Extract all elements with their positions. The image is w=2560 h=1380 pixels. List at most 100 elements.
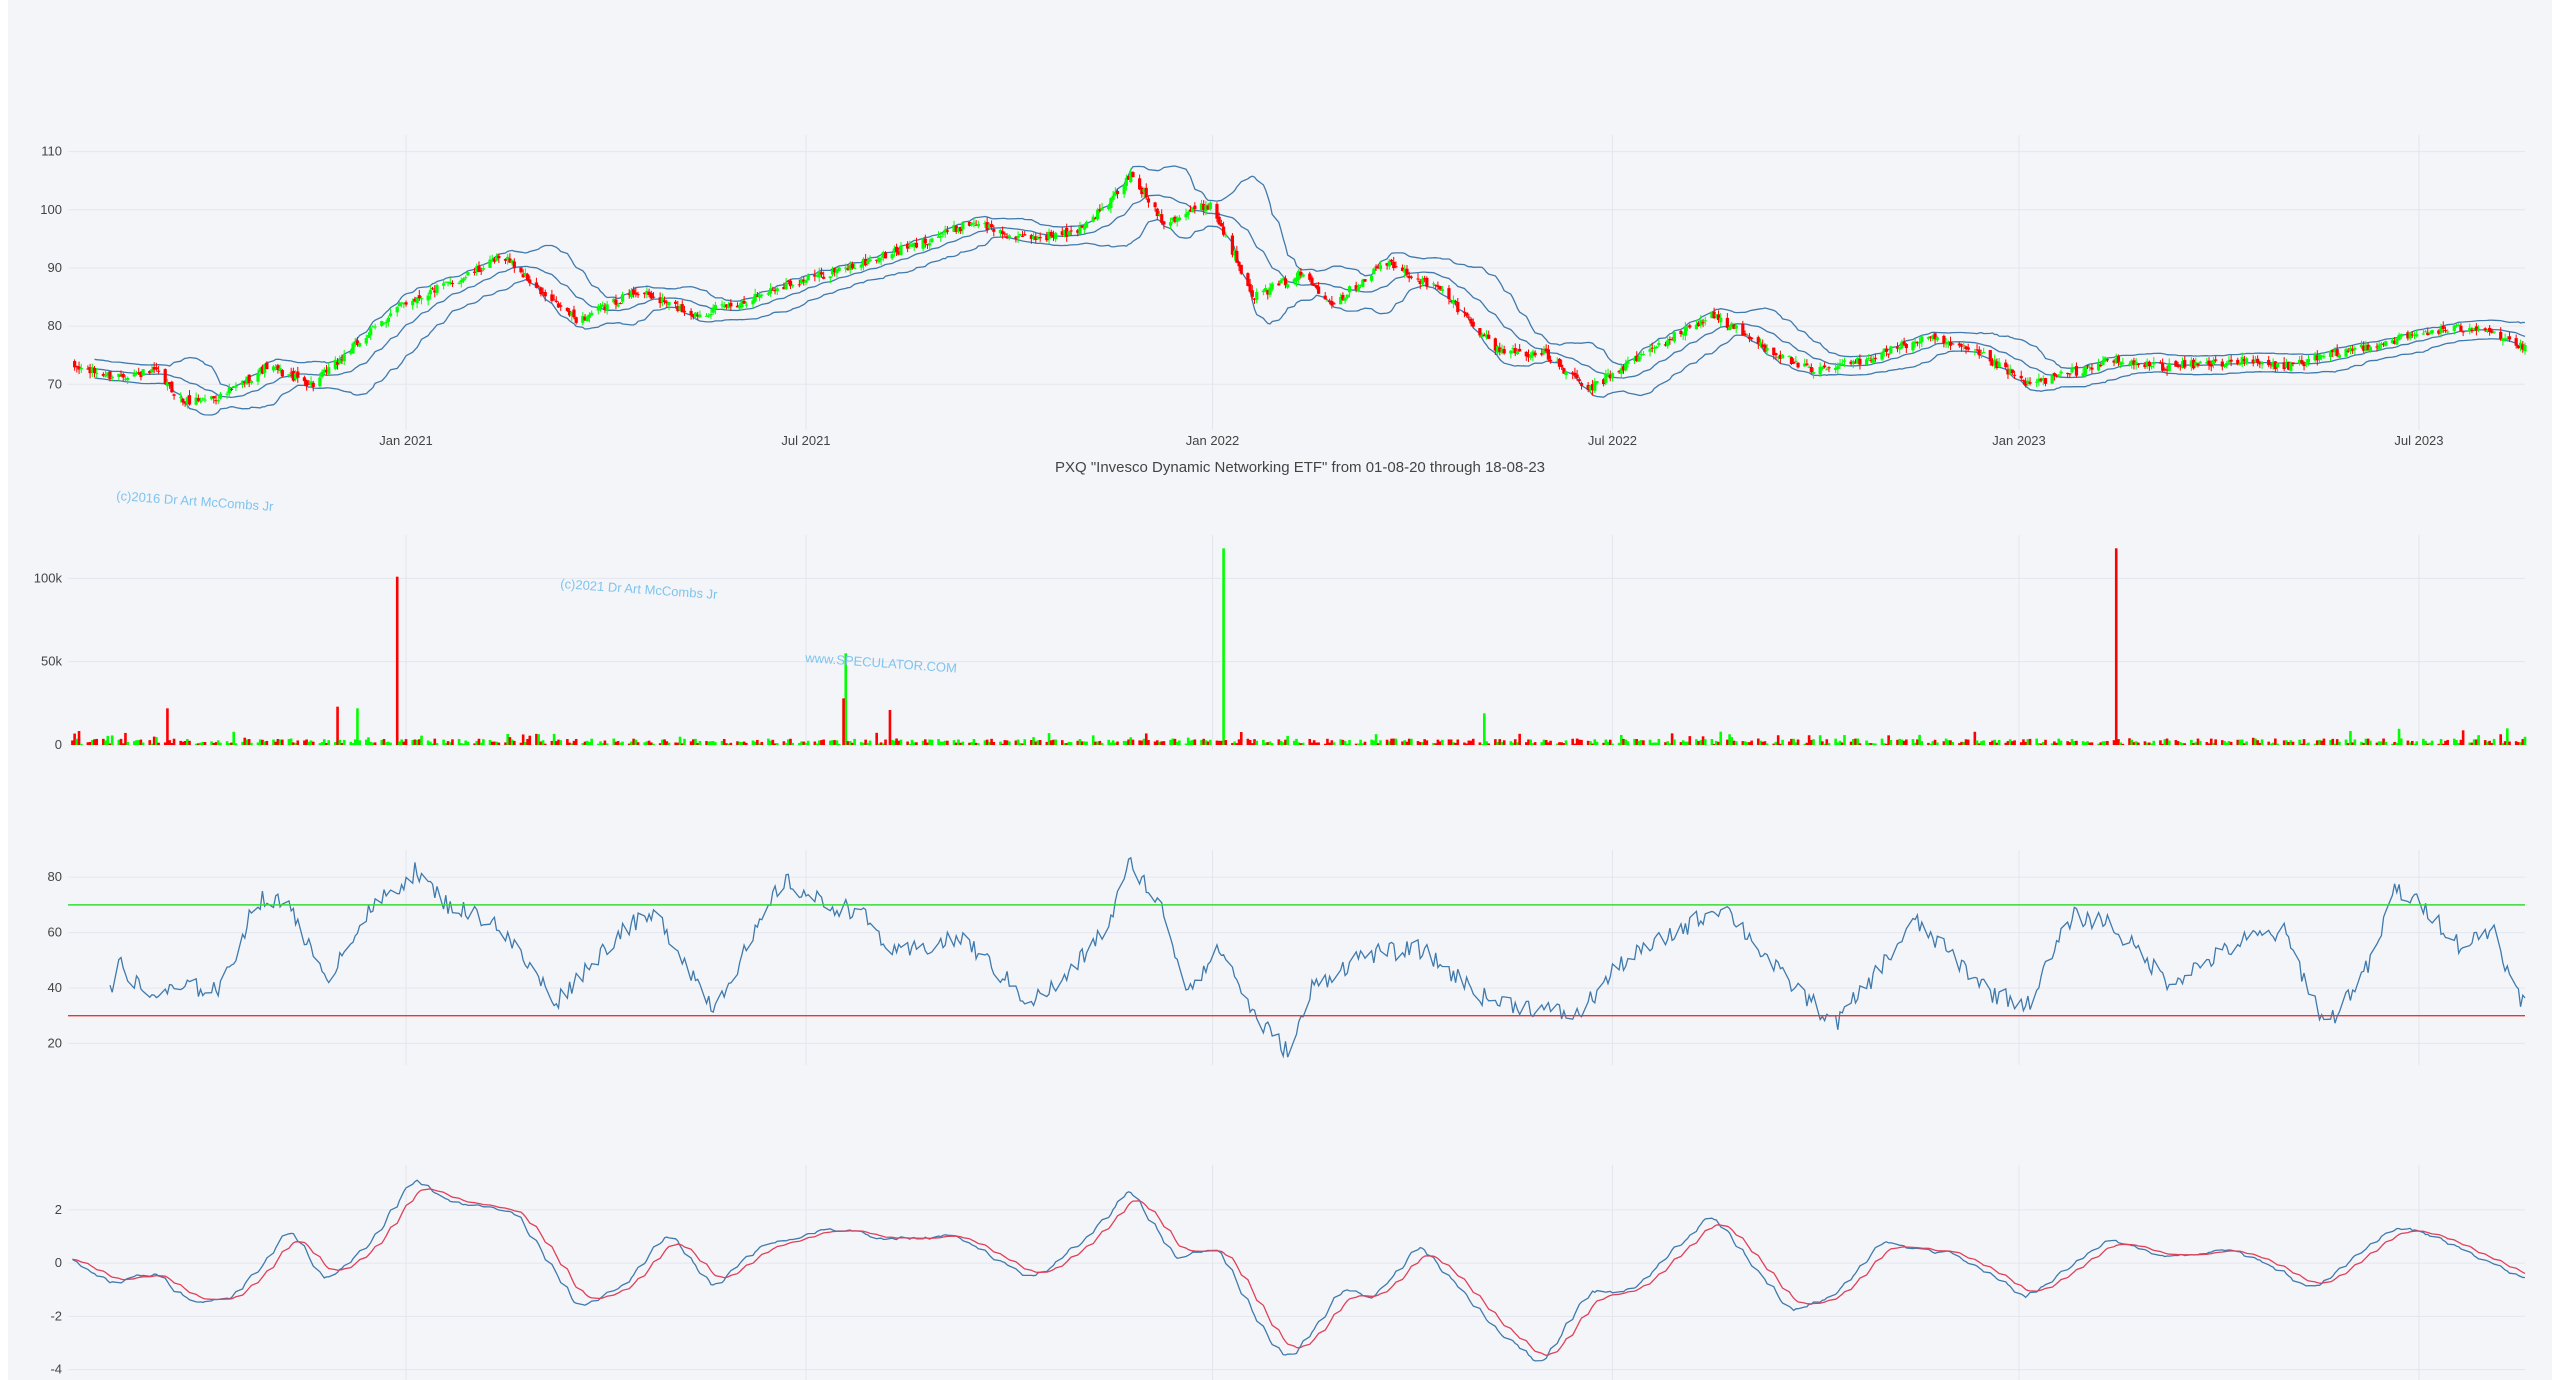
volume-bar xyxy=(88,741,92,745)
volume-bar xyxy=(2384,741,2388,745)
candle-body xyxy=(572,309,576,318)
volume-bar xyxy=(351,743,355,745)
candle-body xyxy=(1162,221,1166,225)
volume-bar xyxy=(961,741,965,745)
candle-body xyxy=(179,396,183,398)
volume-bar xyxy=(585,740,589,745)
candle-body xyxy=(1115,190,1120,195)
volume-bar xyxy=(2521,739,2525,745)
volume-bar xyxy=(132,741,136,745)
volume-bar xyxy=(1642,740,1645,745)
x-tick-label: Jan 2022 xyxy=(1186,433,1240,448)
candle-body xyxy=(1683,326,1687,336)
candle-body xyxy=(274,367,278,369)
candle-body xyxy=(1602,379,1606,385)
volume-bar xyxy=(2411,740,2414,745)
candle-body xyxy=(596,306,600,311)
volume-bar xyxy=(1418,742,1422,745)
volume-bar xyxy=(2068,742,2072,745)
volume-bar xyxy=(868,740,872,745)
candle-body xyxy=(833,268,837,273)
volume-bar xyxy=(1703,739,1707,745)
candle-body xyxy=(1529,355,1533,358)
volume-bar xyxy=(265,740,269,745)
candle-body xyxy=(1345,294,1349,298)
volume-bar xyxy=(1317,742,1320,745)
volume-bar xyxy=(2391,743,2394,745)
volume-bar xyxy=(1874,743,1877,745)
candle-body xyxy=(1199,203,1204,211)
volume-bar xyxy=(1034,741,1038,745)
candle-body xyxy=(1038,237,1042,239)
candle-body xyxy=(472,271,477,273)
candle-body xyxy=(1467,316,1471,318)
candle-body xyxy=(1979,353,1984,355)
volume-bar xyxy=(426,740,430,745)
volume-bar xyxy=(1856,738,1860,745)
volume-bar xyxy=(1988,742,1992,745)
volume-bar xyxy=(2375,742,2379,745)
candle-body xyxy=(928,242,932,246)
candle-body xyxy=(2426,332,2430,336)
volume-bar xyxy=(1469,740,1473,745)
candle-body xyxy=(276,365,280,370)
candle-body xyxy=(2454,324,2459,326)
volume-bar xyxy=(771,739,775,745)
candle-body xyxy=(813,274,817,277)
volume-bar xyxy=(2039,743,2043,745)
candle-body xyxy=(1122,185,1126,195)
candle-body xyxy=(1898,346,1902,350)
candle-body xyxy=(910,244,914,247)
candle-body xyxy=(289,372,293,374)
candle-body xyxy=(150,369,154,373)
candle-body xyxy=(755,295,759,297)
volume-bar xyxy=(2333,743,2337,745)
candle-body xyxy=(1155,208,1159,216)
candle-body xyxy=(1339,297,1343,305)
volume-bar xyxy=(2176,741,2180,745)
volume-bar xyxy=(106,735,110,745)
volume-bar xyxy=(720,740,724,745)
volume-bar xyxy=(464,740,468,745)
candle-body xyxy=(682,310,687,312)
candle-body xyxy=(2384,341,2388,347)
candle-body xyxy=(956,228,961,232)
candle-body xyxy=(906,243,910,249)
candle-body xyxy=(148,371,152,374)
volume-bar xyxy=(2501,743,2505,745)
volume-bar xyxy=(197,743,200,745)
candle-body xyxy=(1014,236,1018,239)
candle-body xyxy=(123,378,128,380)
volume-bar xyxy=(1500,741,1504,745)
volume-bar xyxy=(800,741,803,745)
volume-bar xyxy=(2106,740,2109,745)
candle-body xyxy=(998,229,1003,234)
candle-body xyxy=(1465,312,1469,316)
volume-bar xyxy=(1794,742,1798,745)
volume-bar xyxy=(210,741,213,745)
bollinger-lower xyxy=(94,218,2526,416)
volume-bar xyxy=(590,738,593,745)
volume-bar xyxy=(369,741,373,745)
candle-body xyxy=(1933,333,1937,340)
volume-bar xyxy=(1827,743,1831,745)
candle-body xyxy=(2147,361,2151,367)
candle-body xyxy=(1982,351,1986,353)
volume-bar xyxy=(139,739,143,745)
candle-body xyxy=(1710,311,1714,319)
volume-bar xyxy=(1312,740,1316,745)
candle-body xyxy=(2468,327,2472,332)
volume-bar xyxy=(539,741,543,745)
volume-bar xyxy=(108,743,112,745)
candle-body xyxy=(2269,364,2273,366)
candle-body xyxy=(1997,362,2001,367)
candle-body xyxy=(2322,356,2326,358)
volume-bar xyxy=(1421,742,1424,745)
candle-body xyxy=(1663,344,1668,346)
candle-body xyxy=(1341,294,1345,300)
volume-bar xyxy=(431,743,434,745)
volume-bar xyxy=(2128,738,2131,745)
volume-bar xyxy=(1286,735,1289,745)
candle-body xyxy=(1758,342,1763,345)
candle-body xyxy=(2136,363,2140,365)
